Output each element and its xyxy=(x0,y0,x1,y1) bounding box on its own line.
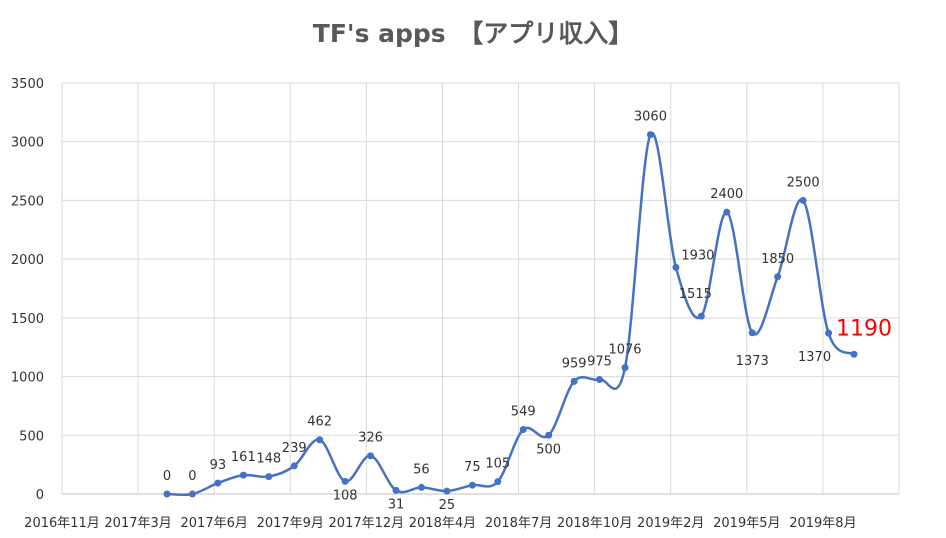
x-tick-label: 2018年4月 xyxy=(409,516,476,531)
series-line xyxy=(166,131,855,497)
data-point xyxy=(417,483,425,491)
data-point xyxy=(825,329,833,337)
data-point xyxy=(494,478,502,486)
data-point xyxy=(570,377,578,385)
data-point xyxy=(265,473,273,481)
data-point xyxy=(748,329,756,337)
data-label: 462 xyxy=(307,415,332,430)
y-tick-label: 2000 xyxy=(11,253,44,268)
data-label: 326 xyxy=(358,431,383,446)
data-point xyxy=(545,431,553,439)
x-tick-label: 2017年9月 xyxy=(257,516,324,531)
data-label: 239 xyxy=(282,441,307,456)
data-label: 500 xyxy=(536,442,561,457)
data-label: 0 xyxy=(163,469,171,484)
data-label: 1370 xyxy=(798,350,831,365)
data-label: 2500 xyxy=(787,175,820,190)
data-point xyxy=(188,490,196,498)
data-label: 75 xyxy=(464,460,481,475)
data-point xyxy=(850,350,858,358)
data-label: 108 xyxy=(333,488,358,503)
data-point xyxy=(392,486,400,494)
data-label: 1930 xyxy=(681,248,714,263)
data-point xyxy=(443,487,451,495)
data-label: 148 xyxy=(256,452,281,467)
y-tick-label: 1000 xyxy=(11,371,44,386)
data-point xyxy=(646,131,654,139)
data-label: 161 xyxy=(231,450,256,465)
data-point xyxy=(468,481,476,489)
data-label: 549 xyxy=(511,405,536,420)
data-point xyxy=(519,426,527,434)
data-label: 959 xyxy=(562,356,587,371)
data-label: 975 xyxy=(587,355,612,370)
data-point xyxy=(672,263,680,271)
data-point xyxy=(367,452,375,460)
data-label: 1850 xyxy=(761,252,794,267)
x-tick-label: 2016年11月 xyxy=(24,516,100,531)
data-label: 1373 xyxy=(736,354,769,369)
y-tick-label: 1500 xyxy=(11,312,44,327)
data-point xyxy=(621,364,629,372)
data-point xyxy=(214,479,222,487)
y-tick-label: 500 xyxy=(19,429,44,444)
data-label-highlight: 1190 xyxy=(836,316,892,341)
data-point xyxy=(290,462,298,470)
x-tick-label: 2019年8月 xyxy=(789,516,856,531)
x-tick-label: 2017年6月 xyxy=(181,516,248,531)
data-point xyxy=(774,273,782,281)
data-point xyxy=(723,208,731,216)
data-point xyxy=(163,490,171,498)
data-point xyxy=(316,436,324,444)
chart-title: TF's apps 【アプリ収入】 xyxy=(312,19,634,48)
data-label: 1076 xyxy=(608,343,641,358)
y-tick-label: 3500 xyxy=(11,77,44,92)
data-label: 1515 xyxy=(679,287,712,302)
x-tick-label: 2018年7月 xyxy=(485,516,552,531)
data-point xyxy=(341,477,349,485)
data-point xyxy=(799,196,807,204)
x-tick-label: 2018年10月 xyxy=(557,516,633,531)
data-label: 93 xyxy=(210,458,227,473)
data-label: 25 xyxy=(439,498,456,513)
data-point xyxy=(596,376,604,384)
x-tick-label: 2019年5月 xyxy=(713,516,780,531)
x-tick-label: 2017年3月 xyxy=(104,516,171,531)
y-tick-label: 2500 xyxy=(11,194,44,209)
data-label: 105 xyxy=(485,457,510,472)
y-tick-label: 3000 xyxy=(11,136,44,151)
data-point xyxy=(697,312,705,320)
data-point xyxy=(239,471,247,479)
data-label: 2400 xyxy=(710,187,743,202)
x-tick-label: 2017年12月 xyxy=(329,516,405,531)
data-label: 31 xyxy=(388,497,405,512)
data-label: 3060 xyxy=(634,110,667,125)
data-label: 56 xyxy=(413,462,430,477)
data-label: 0 xyxy=(188,469,196,484)
y-tick-label: 0 xyxy=(36,488,44,503)
x-tick-label: 2019年2月 xyxy=(637,516,704,531)
